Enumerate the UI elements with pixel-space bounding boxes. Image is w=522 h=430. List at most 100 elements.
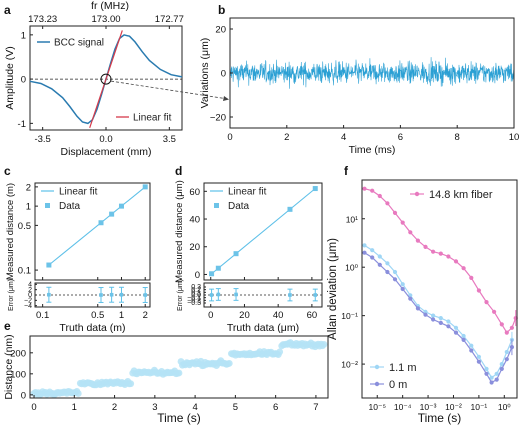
- y-tick-label: 0.1: [18, 266, 31, 277]
- error-point: [99, 293, 103, 297]
- panel-letter-c: c: [4, 164, 11, 178]
- x-tick-label: 2: [143, 310, 148, 321]
- zoom-arrowhead: [223, 96, 229, 101]
- error-tick-label: 0.3: [191, 284, 201, 291]
- series-allan-2: [364, 252, 513, 384]
- error-tick-label: 4: [28, 282, 32, 289]
- x-tick-label: 3: [152, 402, 157, 413]
- x-axis-title: Time (s): [418, 411, 462, 425]
- data-point: [362, 250, 367, 255]
- data-point: [377, 262, 382, 267]
- data-point: [504, 330, 509, 335]
- y-axis-title: Measured distance (μm): [174, 180, 185, 283]
- data-point: [484, 300, 489, 305]
- series-allan-1: [364, 244, 513, 379]
- data-point: [408, 230, 413, 235]
- x-tick-label: 6: [273, 402, 278, 413]
- top-axis-title: fr (MHz): [91, 0, 129, 12]
- data-point: [118, 203, 124, 209]
- legend-swatch-data: [45, 203, 50, 208]
- legend-label-data: Data: [228, 201, 250, 212]
- data-point: [209, 271, 215, 277]
- legend-label: 0 m: [389, 379, 407, 391]
- data-point: [385, 261, 390, 266]
- data-point: [494, 371, 499, 376]
- data-point: [74, 390, 82, 397]
- error-tick-label: 0.0: [191, 292, 201, 299]
- x-tick-label: 5: [233, 402, 238, 413]
- data-point: [499, 366, 504, 371]
- data-point: [400, 220, 405, 225]
- data-point: [461, 266, 466, 271]
- data-point: [476, 359, 481, 364]
- x-tick-label: 6: [398, 132, 403, 143]
- data-point: [489, 380, 494, 385]
- series-linear-fit: [210, 188, 316, 275]
- data-point: [423, 312, 428, 317]
- series-variations: [229, 57, 515, 89]
- error-tick-label: 0: [28, 292, 32, 299]
- data-point: [98, 220, 104, 226]
- x-tick-label: 10⁻³: [420, 402, 437, 412]
- legend-label-fit: Linear fit: [228, 187, 267, 198]
- data-point: [484, 371, 489, 376]
- y-tick-label: 0: [21, 390, 26, 401]
- data-point: [461, 337, 466, 342]
- y-tick-label: 10⁻²: [341, 360, 358, 370]
- panel-letter-f: f: [344, 164, 349, 178]
- data-point: [438, 316, 443, 321]
- top-tick-label: 173.23: [28, 14, 57, 25]
- x-tick-label: 10: [509, 132, 520, 143]
- data-point: [408, 296, 413, 301]
- y-axis-title: Measured distance (m): [5, 183, 16, 280]
- series-allan-0: [364, 188, 517, 334]
- data-point: [377, 193, 382, 199]
- data-point: [499, 362, 504, 367]
- axes-frame-main: [203, 182, 323, 281]
- error-point: [288, 293, 292, 297]
- y-axis-title: Amplitude (V): [4, 46, 16, 110]
- x-tick-label: 2: [112, 402, 117, 413]
- data-point: [320, 341, 328, 348]
- data-point: [423, 244, 428, 249]
- x-tick-label: 0: [31, 402, 36, 413]
- data-point: [509, 325, 514, 330]
- legend-label-fit: Linear fit: [133, 113, 172, 124]
- data-point: [392, 277, 398, 282]
- axes-frame: [29, 335, 329, 399]
- data-point: [438, 251, 443, 256]
- legend-marker: [414, 191, 420, 197]
- error-tick-label: 0.2: [191, 287, 201, 294]
- data-point: [423, 309, 428, 314]
- data-point: [46, 262, 52, 268]
- x-tick-label: 3.5: [163, 134, 176, 145]
- data-point: [109, 211, 115, 217]
- x-tick-label: 40: [273, 310, 284, 321]
- x-tick-label: 10⁰: [498, 402, 511, 412]
- legend-label-bcc: BCC signal: [54, 38, 104, 49]
- data-point: [385, 269, 390, 275]
- legend-label: 14.8 km fiber: [429, 189, 493, 201]
- data-point: [385, 201, 390, 206]
- zoom-circle: [100, 73, 112, 85]
- axes-frame: [361, 179, 518, 399]
- panel-a-chart: -3.5 0.0 3.5 173.23 173.00 172.77 -1 0 1 Displace…: [4, 0, 229, 158]
- data-point: [431, 317, 436, 322]
- data-point: [370, 255, 375, 260]
- error-point: [119, 292, 124, 297]
- x-tick-label: 0.1: [36, 310, 49, 321]
- top-tick-label: 173.00: [91, 14, 120, 25]
- data-point: [225, 360, 233, 367]
- legend-label-fit: Linear fit: [59, 187, 98, 198]
- data-point: [415, 238, 420, 243]
- x-tick-label: 1: [119, 310, 124, 321]
- panel-e-chart: 0 1 2 3 4 5 6 7 0 100 200 Time (s) Distance (nm): [3, 334, 329, 425]
- y-axis-title: Distance (nm): [3, 334, 15, 399]
- data-point: [127, 380, 135, 388]
- data-point: [461, 333, 466, 339]
- data-point: [489, 375, 494, 380]
- y-axis-title: Variations (μm): [199, 38, 211, 109]
- data-point: [370, 248, 375, 253]
